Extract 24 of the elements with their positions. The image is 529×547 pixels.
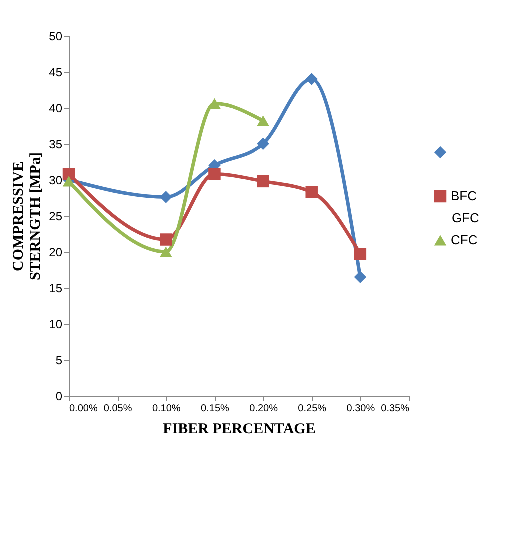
- text: GFC: [452, 210, 480, 226]
- y-tick-label: 15: [49, 282, 63, 296]
- y-tick-label: 30: [49, 174, 63, 188]
- y-tick-label: 35: [49, 138, 63, 152]
- y-tick-label: 10: [49, 318, 63, 332]
- y-tick-label: 20: [49, 246, 63, 260]
- x-tick-label: 0.30%: [346, 404, 376, 414]
- x-tick-label: 0.00%: [70, 404, 98, 414]
- x-tick-label: 0.25%: [298, 404, 327, 414]
- y-tick-label: 5: [56, 354, 63, 368]
- y-tick-label: 25: [49, 210, 63, 224]
- x-axis-title: FIBER PERCENTAGE: [163, 422, 316, 438]
- legend-label: BFC: [451, 188, 477, 204]
- y-axis-title: COMPRESSIVE STERNGTH [MPa]: [11, 152, 44, 280]
- x-tick-label: 0.15%: [201, 404, 230, 414]
- x-tick-label: 0.20%: [250, 404, 278, 414]
- x-tick-label: 0.35%: [381, 404, 410, 414]
- legend-label: CFC: [451, 232, 478, 248]
- x-tick-label: 0.05%: [104, 404, 132, 414]
- x-tick-label: 0.10%: [152, 404, 181, 414]
- y-tick-label: 0: [56, 390, 63, 404]
- y-tick-label: 50: [49, 30, 63, 44]
- y-tick-label: 40: [49, 102, 63, 116]
- y-tick-label: 45: [49, 66, 63, 80]
